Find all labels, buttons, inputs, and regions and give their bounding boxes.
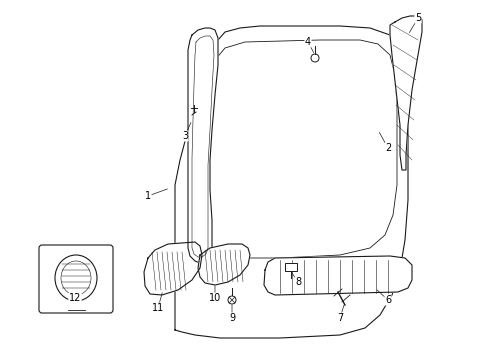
Text: 7: 7: [337, 313, 343, 323]
Text: 6: 6: [385, 295, 391, 305]
Circle shape: [228, 296, 236, 304]
FancyBboxPatch shape: [285, 263, 297, 271]
Text: 2: 2: [385, 143, 391, 153]
Text: 11: 11: [152, 303, 164, 313]
Polygon shape: [390, 16, 422, 170]
Polygon shape: [198, 244, 250, 285]
Ellipse shape: [55, 255, 97, 301]
Text: 10: 10: [209, 293, 221, 303]
Text: 5: 5: [415, 13, 421, 23]
Ellipse shape: [61, 261, 91, 295]
Text: 9: 9: [229, 313, 235, 323]
Text: 8: 8: [295, 277, 301, 287]
Circle shape: [311, 54, 319, 62]
Polygon shape: [264, 256, 412, 295]
Polygon shape: [188, 28, 218, 263]
FancyBboxPatch shape: [39, 245, 113, 313]
Text: 1: 1: [145, 191, 151, 201]
Polygon shape: [144, 242, 202, 295]
Text: 3: 3: [182, 131, 188, 141]
Text: 4: 4: [305, 37, 311, 47]
Text: 12: 12: [69, 293, 81, 303]
